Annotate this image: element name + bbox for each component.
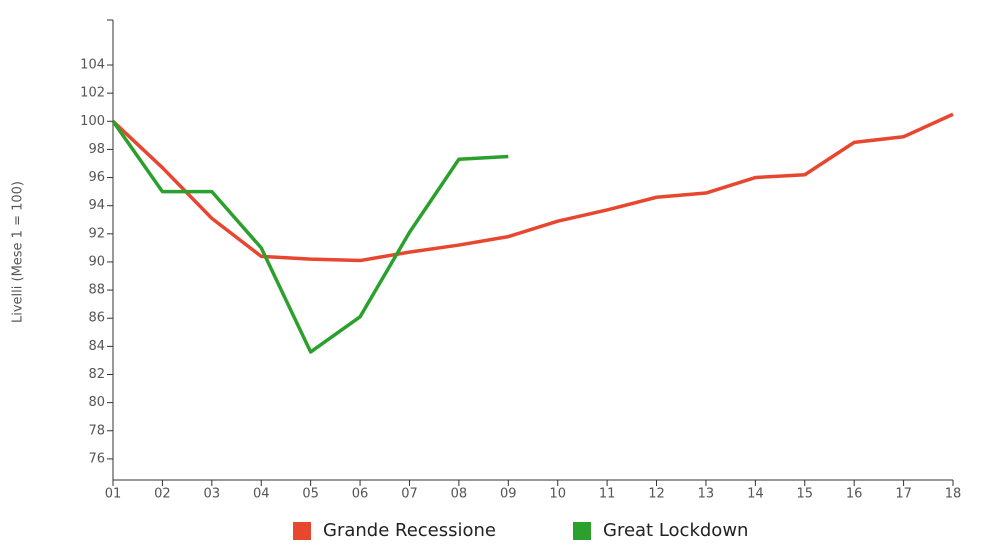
legend-label: Grande Recessione — [323, 520, 496, 541]
y-tick-label: 88 — [88, 283, 105, 298]
x-tick-label: 07 — [401, 487, 418, 502]
x-tick-label: 02 — [154, 487, 171, 502]
x-tick-label: 09 — [500, 487, 517, 502]
y-tick-label: 92 — [88, 226, 105, 241]
y-tick-label: 104 — [80, 58, 105, 73]
x-tick-label: 01 — [105, 487, 122, 502]
y-tick-label: 96 — [88, 170, 105, 185]
series-line — [111, 112, 954, 263]
x-tick-label: 16 — [846, 487, 863, 502]
x-tick-label: 14 — [747, 487, 764, 502]
y-tick-label: 102 — [80, 86, 105, 101]
x-tick-label: 05 — [302, 487, 319, 502]
y-tick-label: 90 — [88, 254, 105, 269]
x-tick-label: 06 — [352, 487, 369, 502]
y-tick-label: 82 — [88, 367, 105, 382]
legend-swatch — [293, 522, 311, 540]
x-tick-label: 13 — [698, 487, 715, 502]
y-tick-label: 100 — [80, 114, 105, 129]
x-tick-label: 18 — [945, 487, 962, 502]
y-tick-label: 78 — [88, 423, 105, 438]
series-line — [111, 120, 509, 354]
y-tick-label: 80 — [88, 395, 105, 410]
x-tick-label: 15 — [796, 487, 813, 502]
y-tick-label: 86 — [88, 311, 105, 326]
legend-label: Great Lockdown — [603, 520, 748, 541]
x-tick-label: 08 — [451, 487, 468, 502]
x-tick-label: 11 — [599, 487, 616, 502]
x-tick-label: 04 — [253, 487, 270, 502]
legend-swatch — [573, 522, 591, 540]
y-axis-label: Livelli (Mese 1 = 100) — [11, 181, 26, 323]
x-tick-label: 12 — [648, 487, 665, 502]
y-tick-label: 76 — [88, 451, 105, 466]
y-tick-label: 98 — [88, 142, 105, 157]
x-tick-label: 03 — [204, 487, 221, 502]
y-tick-label: 84 — [88, 339, 105, 354]
x-tick-label: 17 — [895, 487, 912, 502]
y-tick-label: 94 — [88, 198, 105, 213]
x-tick-label: 10 — [549, 487, 566, 502]
